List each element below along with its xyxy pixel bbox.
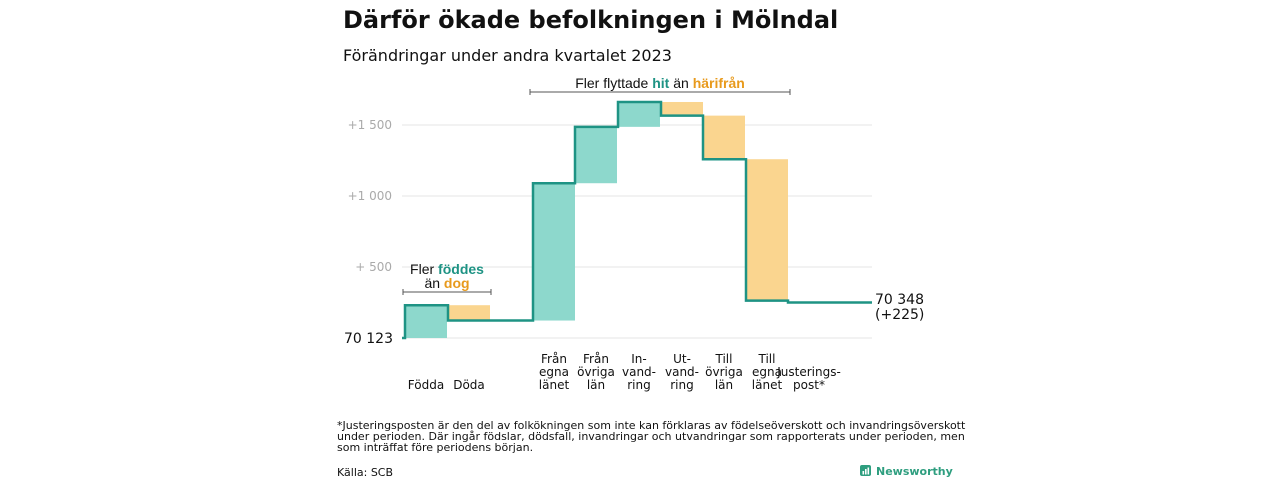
brand-logo: Newsworthy — [860, 465, 953, 478]
bar — [533, 183, 575, 321]
category-label: In- — [631, 352, 646, 366]
y-axis-ticks: + 500 +1 000 +1 500 — [348, 118, 392, 274]
bar — [448, 305, 490, 321]
category-label: Från — [583, 352, 609, 366]
category-label: ring — [627, 378, 651, 392]
natural-annotation-births: föddes — [438, 261, 484, 277]
brand-name: Newsworthy — [876, 465, 953, 478]
category-labels: Födda DödaFrånegnalänetFrånövrigalänIn-va… — [408, 352, 841, 392]
category-label: Döda — [453, 378, 485, 392]
footnote-line-2: under perioden. Där ingår födslar, dödsf… — [337, 430, 965, 443]
bar — [575, 126, 617, 184]
natural-annotation-prefix2: än — [424, 275, 443, 291]
cumulative-step-line — [402, 100, 872, 340]
natural-change-annotation: Fler föddes än dog — [402, 261, 492, 295]
source-label: Källa: SCB — [337, 466, 393, 479]
migration-annotation-in: hit — [652, 75, 669, 91]
category-label: vand- — [665, 365, 699, 379]
bar — [405, 305, 447, 338]
migration-annotation-text: Fler flyttade hit än härifrån — [575, 75, 745, 91]
footnote-line-3: som inträffat före periodens början. — [337, 441, 533, 454]
category-label: ring — [670, 378, 694, 392]
footnote-line-1: *Justeringsposten är den del av folkökni… — [337, 419, 966, 432]
category-label: Födda — [408, 378, 444, 392]
natural-annotation-line2: än dog — [424, 275, 469, 291]
category-label: egna — [539, 365, 569, 379]
y-tick-label: + 500 — [355, 260, 392, 274]
chart-subtitle: Förändringar under andra kvartalet 2023 — [343, 46, 672, 65]
end-change-label: (+225) — [875, 307, 924, 323]
y-tick-label: +1 000 — [348, 189, 392, 203]
category-label: Från — [541, 352, 567, 366]
migration-annotation: Fler flyttade hit än härifrån — [529, 75, 791, 95]
category-label: Till — [758, 352, 776, 366]
chart-title: Därför ökade befolkningen i Mölndal — [343, 6, 838, 34]
bar — [661, 101, 703, 116]
logo-bar-1 — [862, 471, 865, 475]
category-label: Ut- — [673, 352, 691, 366]
bar — [746, 159, 788, 301]
category-label: länet — [752, 378, 783, 392]
category-label: post* — [793, 378, 825, 392]
logo-bar-2 — [865, 469, 867, 475]
migration-annotation-out: härifrån — [693, 75, 745, 91]
natural-annotation-prefix: Fler — [410, 261, 438, 277]
logo-bar-3 — [867, 467, 870, 475]
migration-annotation-prefix: Fler flyttade — [575, 75, 652, 91]
bars — [405, 101, 788, 338]
migration-annotation-middle: än — [669, 75, 692, 91]
natural-annotation-line1: Fler föddes — [410, 261, 484, 277]
category-label: län — [587, 378, 605, 392]
start-value-label: 70 123 — [344, 331, 393, 347]
category-label: vand- — [622, 365, 656, 379]
step-line — [402, 100, 872, 340]
category-label: Justerings- — [776, 365, 841, 379]
category-label: egna — [752, 365, 782, 379]
end-value-label: 70 348 — [875, 292, 924, 308]
category-label: Till — [715, 352, 733, 366]
bar — [703, 115, 745, 160]
bar — [618, 101, 660, 127]
category-label: län — [715, 378, 733, 392]
category-label: övriga — [577, 365, 615, 379]
y-tick-label: +1 500 — [348, 118, 392, 132]
category-label: övriga — [705, 365, 743, 379]
category-label: länet — [539, 378, 570, 392]
natural-annotation-deaths: dog — [444, 275, 470, 291]
